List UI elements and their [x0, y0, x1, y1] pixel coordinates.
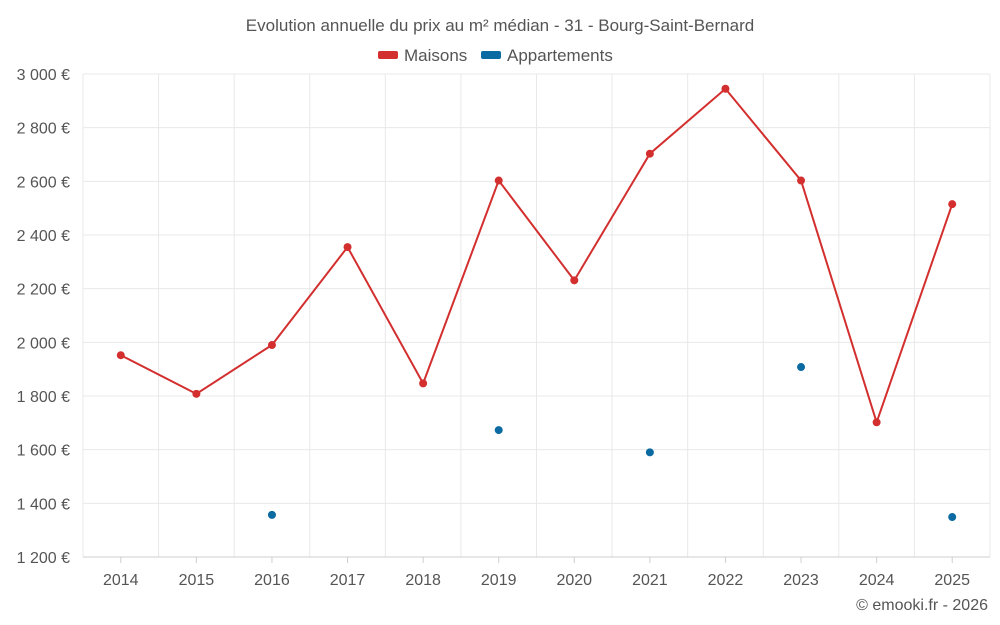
data-point-maisons[interactable]	[645, 149, 654, 158]
data-point-appartements[interactable]	[797, 363, 806, 372]
chart-title: Evolution annuelle du prix au m² médian …	[246, 16, 754, 35]
x-tick-label: 2015	[179, 572, 215, 589]
y-tick-label: 2 800 €	[17, 121, 70, 138]
x-tick-label: 2025	[934, 572, 970, 589]
x-tick-label: 2014	[103, 572, 139, 589]
data-point-maisons[interactable]	[721, 84, 730, 93]
y-tick-label: 1 600 €	[17, 443, 70, 460]
y-tick-label: 1 200 €	[17, 550, 70, 567]
y-tick-label: 2 600 €	[17, 174, 70, 191]
credit-text: © emooki.fr - 2026	[856, 597, 988, 614]
legend: Maisons Appartements	[378, 46, 613, 65]
series	[116, 84, 957, 522]
x-tick-label: 2023	[783, 572, 819, 589]
data-point-maisons[interactable]	[797, 176, 806, 185]
y-axis: 1 200 € 1 400 € 1 600 € 1 800 € 2 000 € 2 200…	[17, 67, 70, 567]
data-point-appartements[interactable]	[494, 426, 503, 435]
data-point-appartements[interactable]	[267, 510, 276, 519]
x-tick-label: 2021	[632, 572, 668, 589]
legend-item-maisons[interactable]: Maisons	[378, 46, 467, 65]
series-maisons	[116, 84, 957, 427]
data-point-appartements[interactable]	[948, 513, 957, 522]
data-point-maisons[interactable]	[343, 243, 352, 252]
series-appartements	[267, 363, 957, 522]
y-tick-label: 2 200 €	[17, 282, 70, 299]
data-point-maisons[interactable]	[494, 176, 503, 185]
legend-label-appartements: Appartements	[507, 46, 613, 65]
y-tick-label: 1 800 €	[17, 389, 70, 406]
y-tick-label: 2 400 €	[17, 228, 70, 245]
data-point-maisons[interactable]	[419, 379, 428, 388]
x-tick-label: 2016	[254, 572, 290, 589]
series-line-maisons	[120, 87, 954, 426]
x-tick-label: 2018	[405, 572, 441, 589]
x-tick-label: 2017	[330, 572, 366, 589]
legend-item-appartements[interactable]: Appartements	[481, 46, 613, 65]
data-point-maisons[interactable]	[948, 200, 957, 209]
data-point-maisons[interactable]	[192, 389, 201, 398]
data-point-appartements[interactable]	[645, 448, 654, 457]
x-axis: 2014 2015 2016 2017 2018 2019 2020 2021 2022 2023…	[83, 556, 990, 589]
x-tick-label: 2024	[859, 572, 895, 589]
y-tick-label: 3 000 €	[17, 67, 70, 84]
x-tick-label: 2022	[708, 572, 744, 589]
y-tick-label: 1 400 €	[17, 496, 70, 513]
x-tick-label: 2019	[481, 572, 517, 589]
data-point-maisons[interactable]	[267, 341, 276, 350]
legend-label-maisons: Maisons	[404, 46, 467, 65]
legend-swatch-maisons	[378, 51, 398, 59]
y-tick-label: 2 000 €	[17, 335, 70, 352]
data-point-maisons[interactable]	[570, 276, 579, 285]
data-point-maisons[interactable]	[116, 351, 125, 360]
grid	[82, 73, 991, 557]
legend-swatch-appartements	[481, 51, 501, 59]
x-tick-label: 2020	[556, 572, 592, 589]
data-point-maisons[interactable]	[872, 418, 881, 427]
